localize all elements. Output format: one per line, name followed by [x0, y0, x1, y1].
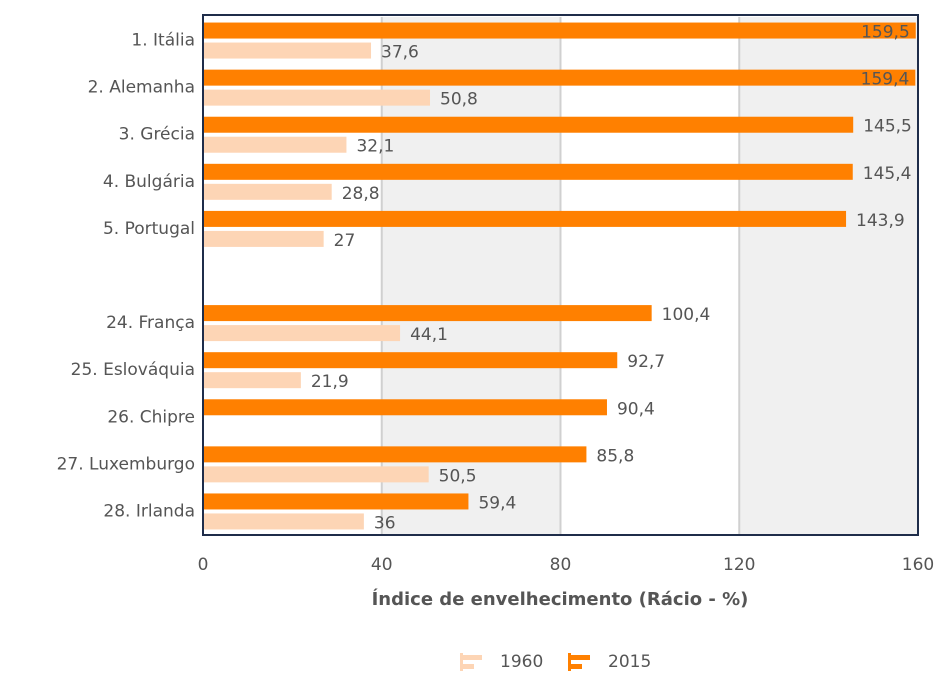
plot-band — [739, 17, 918, 535]
data-label: 32,1 — [356, 137, 394, 157]
data-label: 92,7 — [627, 352, 665, 372]
data-label: 100,4 — [662, 305, 711, 325]
data-label: 145,4 — [863, 164, 912, 184]
data-label: 36 — [374, 513, 396, 533]
data-label: 85,8 — [596, 446, 634, 466]
data-label: 28,8 — [342, 184, 380, 204]
legend-icon[interactable] — [460, 653, 463, 671]
y-tick-label: 28. Irlanda — [103, 501, 195, 521]
y-tick-label: 2. Alemanha — [88, 78, 195, 98]
bar — [203, 230, 324, 247]
legend-icon[interactable] — [568, 653, 571, 671]
x-tick-label: 160 — [902, 555, 934, 575]
y-tick-label: 25. Eslováquia — [71, 360, 195, 380]
x-axis-title: Índice de envelhecimento (Rácio - %) — [372, 588, 749, 610]
data-label: 159,4 — [861, 70, 910, 90]
data-label: 50,5 — [439, 466, 477, 486]
bar — [203, 399, 607, 416]
x-tick-label: 120 — [723, 555, 755, 575]
bar — [203, 325, 401, 342]
legend-label[interactable]: 1960 — [500, 652, 543, 672]
data-label: 59,4 — [478, 493, 516, 513]
bar — [203, 446, 587, 463]
y-tick-label: 5. Portugal — [103, 219, 195, 239]
y-tick-label: 27. Luxemburgo — [57, 454, 195, 474]
bar — [203, 305, 652, 322]
data-label: 27 — [334, 231, 356, 251]
x-tick-label: 40 — [371, 555, 393, 575]
x-tick-label: 0 — [198, 555, 209, 575]
data-label: 37,6 — [381, 43, 419, 63]
bar — [203, 42, 372, 59]
y-tick-label: 4. Bulgária — [103, 172, 195, 192]
bar — [203, 372, 301, 389]
data-label: 50,8 — [440, 90, 478, 110]
y-tick-label: 24. França — [106, 313, 195, 333]
legend-icon[interactable] — [460, 655, 482, 660]
plot-border — [202, 14, 919, 536]
legend-icon[interactable] — [568, 664, 582, 669]
data-label: 143,9 — [856, 211, 905, 231]
y-tick-label: 26. Chipre — [107, 407, 195, 427]
bar — [203, 163, 853, 180]
bar — [203, 89, 431, 106]
legend-icon[interactable] — [460, 664, 474, 669]
y-tick-label: 3. Grécia — [119, 125, 195, 145]
bar — [203, 69, 916, 86]
data-label: 44,1 — [410, 325, 448, 345]
bar — [203, 116, 854, 133]
bar — [203, 22, 916, 39]
data-label: 90,4 — [617, 399, 655, 419]
bar — [203, 183, 332, 200]
data-label: 159,5 — [861, 23, 910, 43]
y-tick-label: 1. Itália — [131, 31, 195, 51]
bar — [203, 513, 364, 530]
bar — [203, 466, 429, 483]
bar — [203, 352, 618, 369]
data-label: 145,5 — [863, 117, 912, 137]
data-label: 21,9 — [311, 372, 349, 392]
x-tick-label: 80 — [550, 555, 572, 575]
bar — [203, 210, 847, 227]
legend-icon[interactable] — [568, 655, 590, 660]
bar — [203, 493, 469, 510]
bar — [203, 136, 347, 153]
legend-label[interactable]: 2015 — [608, 652, 651, 672]
